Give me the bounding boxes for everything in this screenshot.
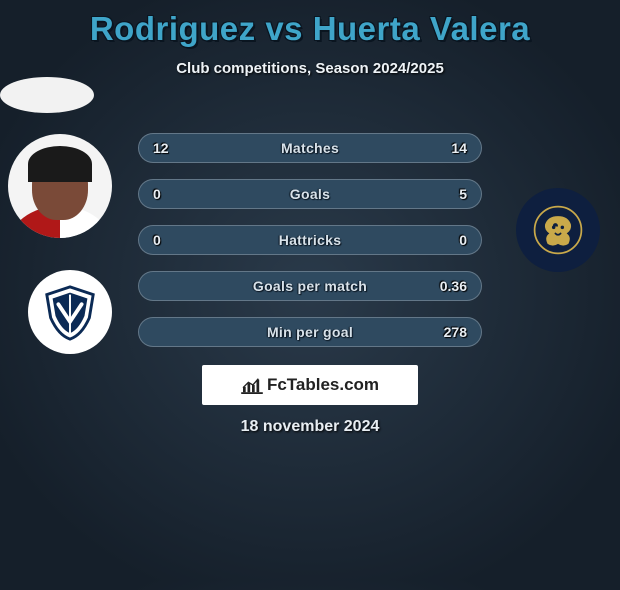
shield-icon <box>41 283 99 341</box>
stat-row: 0Hattricks0 <box>138 225 482 255</box>
stat-row: 0Goals5 <box>138 179 482 209</box>
brand-text: FcTables.com <box>267 375 379 395</box>
subtitle: Club competitions, Season 2024/2025 <box>0 60 620 77</box>
stat-row: Min per goal278 <box>138 317 482 347</box>
stat-right-value: 5 <box>459 186 467 202</box>
stat-left-value: 0 <box>153 186 161 202</box>
bar-chart-icon <box>241 376 263 394</box>
stat-label: Hattricks <box>139 232 481 248</box>
stat-right-value: 278 <box>444 324 467 340</box>
stat-right-value: 0 <box>459 232 467 248</box>
stat-right-value: 0.36 <box>440 278 467 294</box>
stat-row: Goals per match0.36 <box>138 271 482 301</box>
player-left-avatar <box>8 134 112 238</box>
stat-left-value: 12 <box>153 140 169 156</box>
stat-row: 12Matches14 <box>138 133 482 163</box>
brand-badge: FcTables.com <box>202 365 418 405</box>
page-title: Rodriguez vs Huerta Valera <box>0 10 620 48</box>
club-right-crest <box>516 188 600 272</box>
stat-label: Goals <box>139 186 481 202</box>
stat-left-value: 0 <box>153 232 161 248</box>
stat-right-value: 14 <box>451 140 467 156</box>
stat-label: Goals per match <box>139 278 481 294</box>
stat-label: Min per goal <box>139 324 481 340</box>
puma-icon <box>532 204 584 256</box>
club-left-crest <box>28 270 112 354</box>
player-right-avatar <box>0 77 94 113</box>
stat-label: Matches <box>139 140 481 156</box>
stats-panel: 12Matches140Goals50Hattricks0Goals per m… <box>138 133 482 363</box>
date-text: 18 november 2024 <box>0 418 620 436</box>
